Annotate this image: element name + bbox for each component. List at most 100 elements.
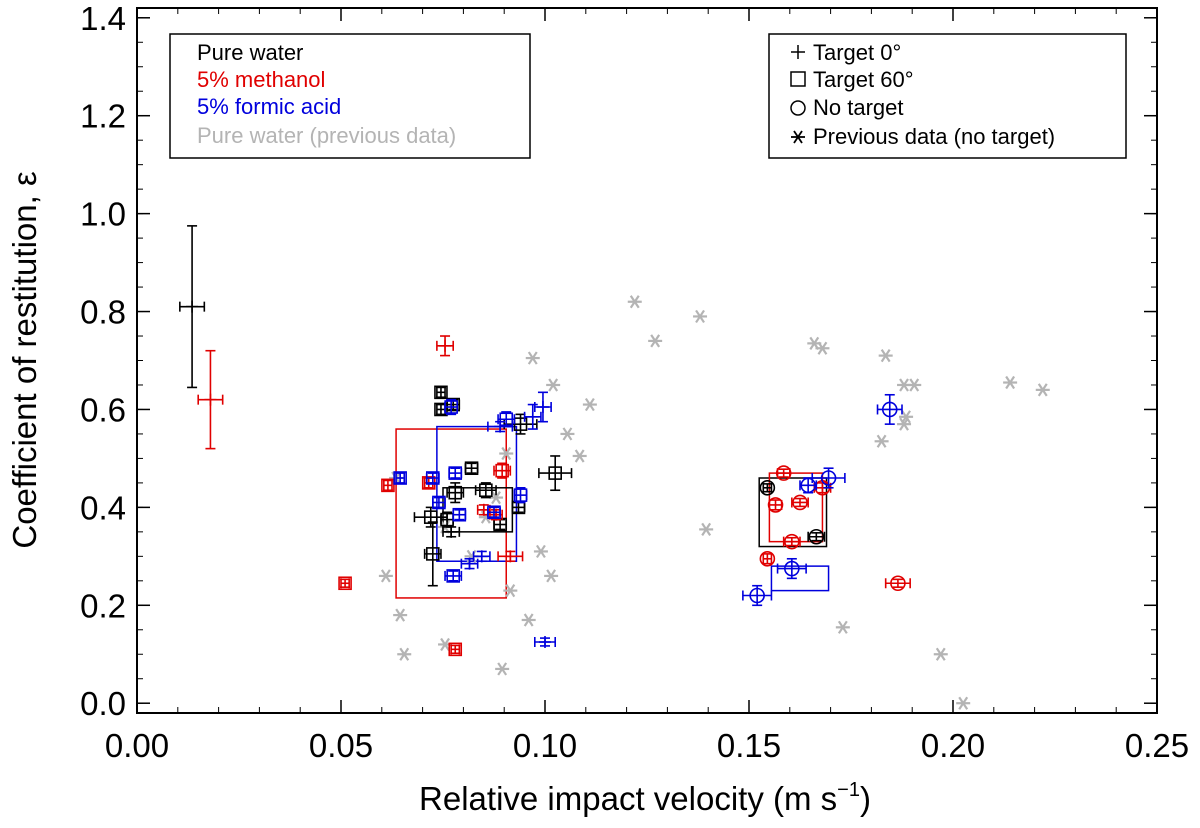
legend-label-previous-data: Pure water (previous data) bbox=[197, 123, 456, 148]
data-point bbox=[775, 465, 792, 481]
x-axis-title-exponent: −1 bbox=[837, 779, 860, 801]
data-point bbox=[544, 569, 559, 583]
data-point bbox=[381, 478, 395, 493]
asterisk-marker bbox=[695, 309, 705, 324]
circle-marker bbox=[784, 560, 800, 577]
data-point bbox=[521, 613, 536, 627]
square-marker bbox=[338, 576, 352, 591]
data-point bbox=[338, 576, 352, 591]
data-point bbox=[759, 479, 776, 496]
data-point bbox=[423, 521, 442, 587]
data-point bbox=[425, 471, 440, 485]
asterisk-marker bbox=[901, 410, 911, 424]
legend-label-no-target: No target bbox=[813, 95, 904, 120]
circle-marker bbox=[775, 465, 792, 481]
circle-marker bbox=[820, 470, 837, 486]
legend-symbol: Target 0° Target 60° No target Previous … bbox=[768, 33, 1127, 159]
asterisk-marker bbox=[909, 378, 920, 392]
y-tick-label: 0.6 bbox=[80, 391, 126, 428]
y-tick-label: 0.2 bbox=[80, 587, 126, 624]
x-axis-title-main: Relative impact velocity (m s bbox=[419, 780, 837, 817]
range-box bbox=[770, 565, 830, 592]
square-marker bbox=[446, 397, 461, 412]
data-point bbox=[782, 533, 801, 550]
data-point bbox=[776, 557, 807, 580]
data-point bbox=[397, 647, 412, 661]
x-tick-label: 0.15 bbox=[717, 727, 781, 764]
data-point bbox=[533, 636, 557, 649]
data-point bbox=[525, 351, 540, 365]
x-tick-label: 0.10 bbox=[513, 727, 577, 764]
square-marker bbox=[434, 385, 448, 400]
square-marker bbox=[425, 471, 440, 485]
asterisk-marker bbox=[491, 490, 501, 505]
asterisk-marker bbox=[505, 583, 516, 598]
data-point bbox=[460, 557, 479, 570]
data-point bbox=[444, 398, 459, 416]
legend-symbol-plus-icon bbox=[791, 45, 805, 59]
data-point bbox=[933, 647, 948, 661]
asterisk-marker bbox=[536, 544, 546, 559]
data-point bbox=[489, 490, 504, 505]
range-box bbox=[395, 428, 507, 599]
data-point bbox=[627, 295, 642, 309]
circle-marker bbox=[800, 477, 816, 494]
range-box bbox=[758, 477, 828, 548]
data-point bbox=[472, 550, 491, 563]
data-point bbox=[572, 449, 587, 463]
legend-symbol-circle-icon bbox=[790, 100, 806, 116]
data-point bbox=[560, 427, 575, 441]
asterisk-marker bbox=[880, 348, 891, 363]
data-point bbox=[434, 385, 448, 400]
square-marker bbox=[448, 642, 463, 657]
y-tick-label: 1.0 bbox=[80, 196, 126, 233]
range-box bbox=[436, 425, 518, 562]
data-point bbox=[431, 495, 446, 510]
data-point bbox=[487, 505, 501, 520]
asterisk-marker bbox=[562, 427, 573, 441]
data-point bbox=[648, 334, 663, 348]
data-point bbox=[446, 482, 465, 504]
circle-marker bbox=[767, 497, 784, 513]
square-marker bbox=[432, 495, 446, 510]
data-point bbox=[897, 417, 912, 431]
x-tick-label: 0.25 bbox=[1125, 727, 1189, 764]
range-boxes bbox=[395, 425, 830, 599]
legend-label-previous-no-target: Previous data (no target) bbox=[813, 124, 1055, 149]
legend-label-target-60: Target 60° bbox=[813, 67, 914, 92]
data-point bbox=[956, 696, 971, 710]
data-point bbox=[874, 434, 889, 448]
asterisk-marker bbox=[701, 522, 712, 537]
square-marker bbox=[423, 510, 438, 524]
data-point bbox=[436, 335, 455, 357]
asterisk-marker bbox=[548, 378, 559, 392]
data-point bbox=[907, 378, 922, 392]
asterisk-marker bbox=[584, 397, 595, 412]
square-marker bbox=[487, 505, 501, 520]
asterisk-marker bbox=[380, 569, 391, 583]
square-marker bbox=[513, 488, 528, 502]
data-point bbox=[474, 482, 497, 499]
data-point bbox=[742, 584, 773, 607]
y-tick-label: 1.4 bbox=[80, 0, 126, 37]
y-tick-label: 0.8 bbox=[80, 294, 126, 331]
data-point bbox=[799, 477, 818, 494]
x-tick-label: 0.00 bbox=[105, 727, 169, 764]
data-point bbox=[533, 544, 548, 559]
legend-symbol-frame bbox=[768, 33, 1127, 159]
data-point bbox=[179, 225, 206, 389]
legend-color: Pure water 5% methanol 5% formic acid Pu… bbox=[169, 33, 531, 159]
legend-label-formic-acid: 5% formic acid bbox=[197, 94, 341, 119]
x-tick-label: 0.20 bbox=[921, 727, 985, 764]
data-point bbox=[378, 569, 393, 583]
circle-marker bbox=[808, 528, 825, 545]
data-point bbox=[767, 497, 784, 513]
data-point bbox=[497, 411, 516, 428]
square-marker bbox=[381, 478, 395, 493]
legend-label-target-0: Target 0° bbox=[813, 40, 901, 65]
legend-symbol-square-icon bbox=[790, 71, 806, 87]
asterisk-marker bbox=[1037, 383, 1048, 397]
data-point bbox=[523, 403, 542, 430]
